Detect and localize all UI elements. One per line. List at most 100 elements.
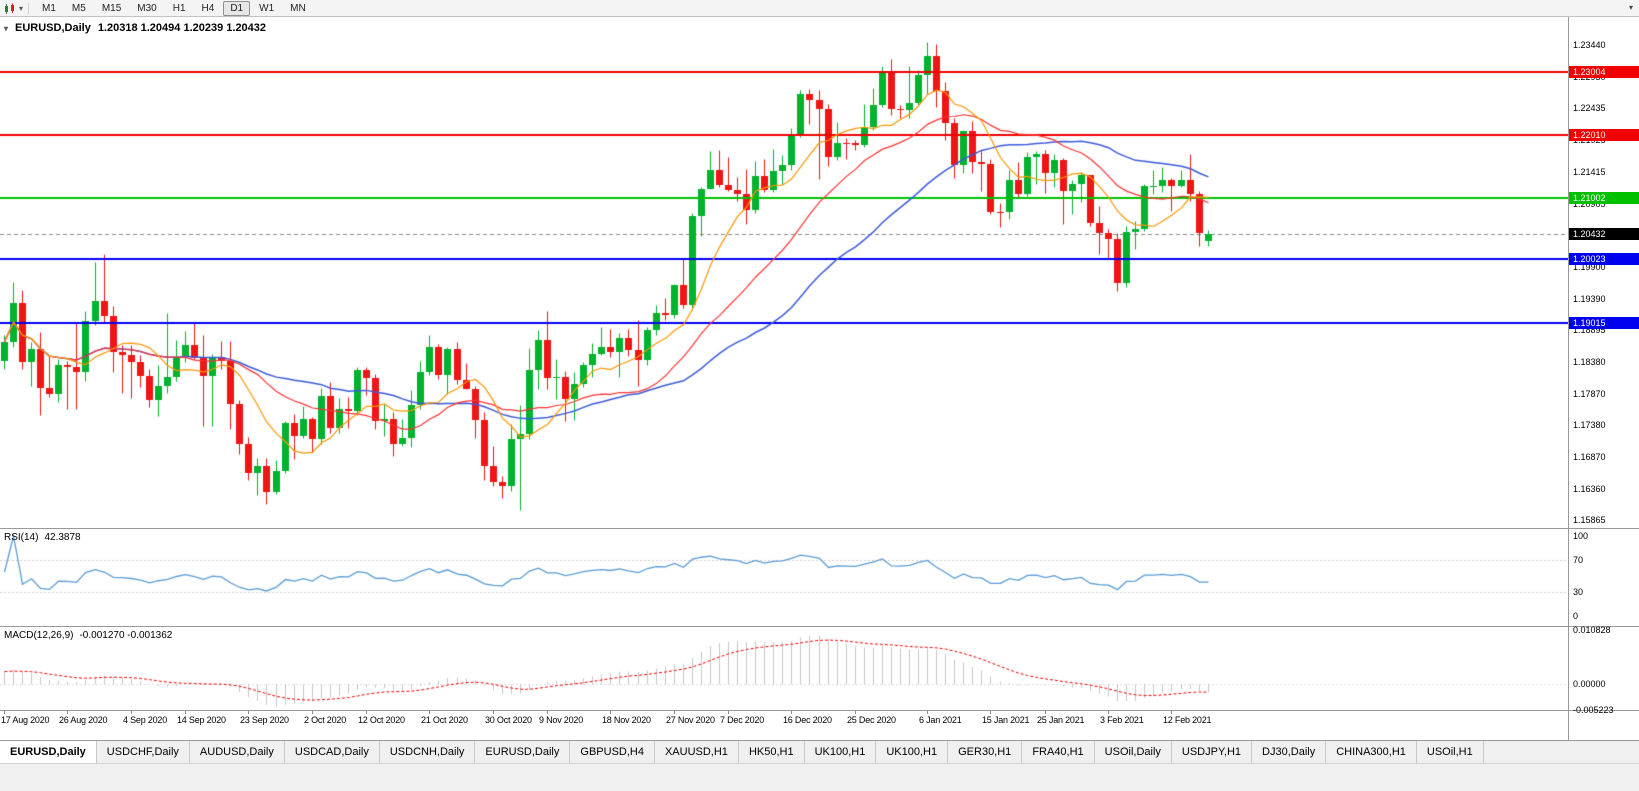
date-axis-tick <box>927 711 928 714</box>
rsi-axis-label: 0 <box>1573 611 1579 621</box>
chart-tab-17[interactable]: USOil,H1 <box>1416 741 1484 763</box>
date-axis-tick <box>1045 711 1046 714</box>
chart-tabs-bar: EURUSD,Daily USDCHF,Daily AUDUSD,Daily USDC… <box>0 740 1639 763</box>
chart-tab-2[interactable]: AUDUSD,Daily <box>189 741 285 763</box>
timeframe-button-m30[interactable]: M30 <box>137 2 157 14</box>
date-axis-tick <box>728 711 729 714</box>
chart-tab-9[interactable]: UK100,H1 <box>804 741 877 763</box>
timeframe-button-h4[interactable]: H4 <box>201 2 215 14</box>
macd-title: MACD(12,26,9) -0.001270 -0.001362 <box>4 630 178 641</box>
date-axis-label: 30 Oct 2020 <box>485 715 532 725</box>
status-bar <box>0 763 1639 791</box>
rsi-axis-label: 30 <box>1573 587 1584 597</box>
timeframe-button-m5[interactable]: M5 <box>71 2 86 14</box>
date-axis-label: 23 Sep 2020 <box>240 715 289 725</box>
date-axis-tick <box>4 711 5 714</box>
macd-name: MACD(12,26,9) <box>4 630 74 641</box>
rsi-title: RSI(14) 42.3878 <box>4 532 87 543</box>
date-axis-label: 12 Feb 2021 <box>1163 715 1212 725</box>
timeframe-button-w1[interactable]: W1 <box>259 2 275 14</box>
chart-tab-15[interactable]: DJ30,Daily <box>1252 741 1327 763</box>
chart-tab-16[interactable]: CHINA300,H1 <box>1326 741 1417 763</box>
panel-separator <box>1569 528 1639 529</box>
date-axis-tick <box>131 711 132 714</box>
chart-tab-11[interactable]: GER30,H1 <box>948 741 1023 763</box>
level-price-badge: 1.22010 <box>1569 129 1639 141</box>
date-axis-tick <box>990 711 991 714</box>
main-chart-canvas[interactable] <box>0 17 1568 528</box>
date-axis-tick <box>493 711 494 714</box>
macd-canvas[interactable] <box>0 627 1568 710</box>
date-axis-label: 26 Aug 2020 <box>59 715 108 725</box>
chart-tab-4[interactable]: USDCNH,Daily <box>379 741 476 763</box>
date-axis-tick <box>248 711 249 714</box>
date-axis-label: 14 Sep 2020 <box>177 715 226 725</box>
rsi-name: RSI(14) <box>4 532 39 543</box>
level-price-badge: 1.23004 <box>1569 66 1639 78</box>
date-axis-tick <box>855 711 856 714</box>
rsi-value: 42.3878 <box>44 532 81 543</box>
toolbar-overflow-icon[interactable]: ▾ <box>1628 3 1633 12</box>
chart-tab-1[interactable]: USDCHF,Daily <box>96 741 190 763</box>
date-axis-label: 6 Jan 2021 <box>919 715 962 725</box>
date-axis-tick <box>312 711 313 714</box>
chart-tab-12[interactable]: FRA40,H1 <box>1022 741 1095 763</box>
date-axis-tick <box>791 711 792 714</box>
price-panel: ▾ EURUSD,Daily 1.20318 1.20494 1.20239 1… <box>0 17 1568 529</box>
chart-type-icon[interactable] <box>4 2 18 14</box>
current-price-badge: 1.20432 <box>1569 228 1639 240</box>
price-axis[interactable]: 1.234401.229301.224351.219251.214151.209… <box>1568 17 1639 740</box>
one-click-trading-icon[interactable]: ▾ <box>4 23 9 33</box>
chart-tab-5[interactable]: EURUSD,Daily <box>475 741 571 763</box>
date-axis-label: 12 Oct 2020 <box>358 715 405 725</box>
timeframe-button-m1[interactable]: M1 <box>42 2 56 14</box>
rsi-panel: RSI(14) 42.3878 <box>0 529 1568 627</box>
chart-tab-0[interactable]: EURUSD,Daily <box>0 741 97 763</box>
price-axis-label: 1.17870 <box>1573 389 1606 399</box>
price-axis-label: 1.22435 <box>1573 103 1606 113</box>
chart-tab-8[interactable]: HK50,H1 <box>738 741 805 763</box>
timeframe-button-d1[interactable]: D1 <box>223 0 251 16</box>
timeframe-button-mn[interactable]: MN <box>290 2 306 14</box>
date-axis-label: 3 Feb 2021 <box>1100 715 1144 725</box>
timeframe-toolbar: ▾ M1 M5 M15 M30 H1 H4 D1 W1 MN ▾ <box>0 0 1639 17</box>
chart-tab-7[interactable]: XAUUSD,H1 <box>654 741 739 763</box>
price-axis-label: 1.18895 <box>1573 325 1606 335</box>
timeframe-buttons: M1 M5 M15 M30 H1 H4 D1 W1 MN <box>35 0 315 16</box>
price-axis-label: 1.20905 <box>1573 199 1606 209</box>
timeframe-button-h1[interactable]: H1 <box>172 2 186 14</box>
rsi-canvas[interactable] <box>0 529 1568 626</box>
date-axis-tick <box>429 711 430 714</box>
chart-tab-10[interactable]: UK100,H1 <box>876 741 949 763</box>
date-axis-tick <box>547 711 548 714</box>
date-axis[interactable]: 17 Aug 2020 26 Aug 2020 4 Sep 2020 14 Sep 2… <box>0 711 1568 740</box>
price-axis-label: 1.15865 <box>1573 515 1606 525</box>
date-axis-label: 21 Oct 2020 <box>421 715 468 725</box>
date-axis-tick <box>366 711 367 714</box>
panel-separator <box>1569 626 1639 627</box>
price-axis-label: 1.18380 <box>1573 357 1606 367</box>
macd-panel: MACD(12,26,9) -0.001270 -0.001362 <box>0 627 1568 711</box>
chevron-down-icon[interactable]: ▾ <box>19 3 24 13</box>
price-axis-label: 1.17380 <box>1573 420 1606 430</box>
date-axis-label: 27 Nov 2020 <box>666 715 715 725</box>
date-axis-tick <box>67 711 68 714</box>
chart-tab-6[interactable]: GBPUSD,H4 <box>570 741 655 763</box>
date-axis-tick <box>610 711 611 714</box>
date-axis-label: 25 Jan 2021 <box>1037 715 1085 725</box>
toolbar-separator <box>28 2 30 14</box>
chart-tab-3[interactable]: USDCAD,Daily <box>284 741 380 763</box>
timeframe-button-m15[interactable]: M15 <box>101 2 122 14</box>
price-axis-label: 1.19390 <box>1573 294 1606 304</box>
panel-separator <box>1569 710 1639 711</box>
date-axis-label: 16 Dec 2020 <box>783 715 832 725</box>
date-axis-label: 2 Oct 2020 <box>304 715 347 725</box>
date-axis-tick <box>1108 711 1109 714</box>
date-axis-tick <box>185 711 186 714</box>
price-axis-label: 1.16360 <box>1573 484 1606 494</box>
date-axis-tick <box>1171 711 1172 714</box>
macd-axis-label: 0.00000 <box>1573 679 1606 689</box>
chart-tab-13[interactable]: USOil,Daily <box>1094 741 1172 763</box>
level-price-badge: 1.21002 <box>1569 192 1639 204</box>
chart-tab-14[interactable]: USDJPY,H1 <box>1171 741 1253 763</box>
